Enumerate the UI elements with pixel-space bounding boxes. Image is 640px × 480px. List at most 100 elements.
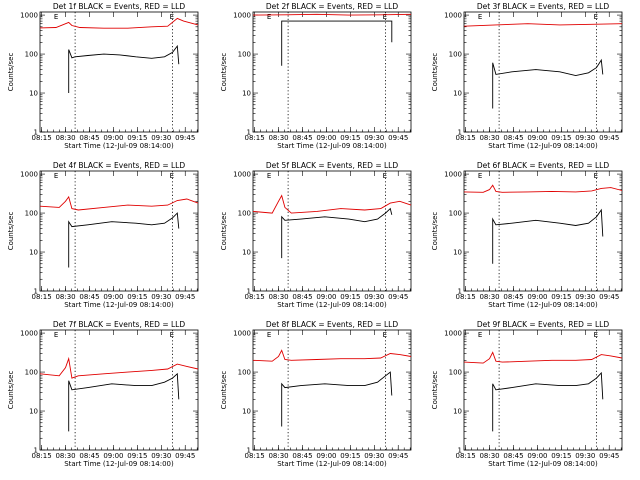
x-tick-label: 08:15	[245, 293, 265, 301]
x-axis-label: Start Time (12-Jul-09 08:14:00)	[488, 460, 598, 468]
detector-chart-3: Det 3f BLACK = Events, RED = LLD 1 10 100 10…	[431, 2, 623, 150]
x-tick-label: 09:30	[575, 293, 595, 301]
interval-marker-label: E	[54, 13, 58, 21]
events-series-line	[281, 371, 393, 427]
x-tick-label: 08:30	[479, 293, 499, 301]
events-series-line	[492, 208, 604, 264]
lld-series-line	[39, 356, 199, 379]
detector-chart-5: Det 5f BLACK = Events, RED = LLD 1 10 100 10…	[220, 161, 412, 309]
x-tick-label: 09:00	[527, 134, 547, 142]
interval-marker-label: E	[478, 172, 482, 180]
y-axis-label: Counts/sec	[7, 212, 15, 251]
y-tick-label: 100	[449, 210, 462, 218]
y-tick-label: 10	[453, 90, 462, 98]
lld-series-line	[39, 195, 199, 211]
y-tick-label: 1000	[444, 12, 462, 20]
y-tick-label: 1	[458, 288, 462, 296]
x-tick-label: 09:30	[364, 452, 384, 460]
y-axis-label: Counts/sec	[7, 53, 15, 92]
detector-chart-7: Det 7f BLACK = Events, RED = LLD 1 10 100 10…	[7, 320, 199, 468]
y-tick-label: 10	[242, 249, 251, 257]
y-axis-label: Counts/sec	[220, 371, 228, 410]
detector-chart-9: Det 9f BLACK = Events, RED = LLD 1 10 100 10…	[431, 320, 623, 468]
y-tick-label: 10	[242, 408, 251, 416]
x-tick-label: 09:45	[175, 134, 195, 142]
x-tick-label: 09:00	[103, 293, 123, 301]
y-axis-label: Counts/sec	[431, 53, 439, 92]
interval-marker-label: E	[267, 13, 271, 21]
y-axis-label: Counts/sec	[431, 212, 439, 251]
interval-marker-label: E	[170, 13, 174, 21]
plot-frame	[463, 170, 623, 292]
x-tick-label: 08:15	[456, 452, 476, 460]
lld-series-line	[463, 23, 623, 27]
events-series-line	[68, 372, 180, 432]
y-tick-label: 100	[25, 51, 38, 59]
y-tick-label: 10	[453, 408, 462, 416]
y-axis-label: Counts/sec	[220, 53, 228, 92]
x-axis-label: Start Time (12-Jul-09 08:14:00)	[277, 460, 387, 468]
y-tick-label: 100	[25, 369, 38, 377]
x-tick-label: 09:30	[151, 293, 171, 301]
x-tick-label: 08:15	[245, 134, 265, 142]
x-tick-label: 08:45	[292, 452, 312, 460]
chart-title: Det 5f BLACK = Events, RED = LLD	[266, 161, 399, 170]
x-tick-label: 08:15	[32, 293, 52, 301]
y-tick-label: 1000	[233, 12, 251, 20]
chart-title: Det 8f BLACK = Events, RED = LLD	[266, 320, 399, 329]
x-tick-label: 09:45	[599, 134, 619, 142]
interval-marker-label: E	[383, 331, 387, 339]
y-tick-label: 1000	[233, 330, 251, 338]
y-tick-label: 1000	[20, 12, 38, 20]
interval-marker-label: E	[54, 331, 58, 339]
chart-title: Det 1f BLACK = Events, RED = LLD	[53, 2, 186, 11]
plot-frame	[463, 329, 623, 451]
events-series-line	[68, 212, 180, 268]
lld-series-line	[463, 351, 623, 364]
x-tick-label: 09:15	[127, 293, 147, 301]
y-tick-label: 1	[34, 288, 38, 296]
x-tick-label: 09:45	[388, 293, 408, 301]
y-tick-label: 1000	[444, 330, 462, 338]
lld-series-line	[252, 13, 412, 16]
x-tick-label: 09:30	[364, 293, 384, 301]
plot-frame	[39, 329, 199, 451]
x-tick-label: 09:45	[388, 134, 408, 142]
x-tick-label: 08:45	[79, 293, 99, 301]
x-tick-label: 09:15	[551, 452, 571, 460]
y-tick-label: 10	[29, 249, 38, 257]
x-tick-label: 08:30	[268, 134, 288, 142]
x-tick-label: 09:30	[575, 134, 595, 142]
interval-marker-label: E	[170, 172, 174, 180]
x-tick-label: 09:00	[527, 452, 547, 460]
interval-marker-label: E	[267, 172, 271, 180]
x-tick-label: 09:15	[340, 293, 360, 301]
x-tick-label: 09:15	[127, 134, 147, 142]
events-series-line	[281, 20, 393, 66]
x-tick-label: 09:00	[316, 293, 336, 301]
x-tick-label: 08:45	[503, 293, 523, 301]
x-axis-label: Start Time (12-Jul-09 08:14:00)	[64, 301, 174, 309]
x-tick-label: 08:45	[503, 452, 523, 460]
events-series-line	[492, 58, 604, 109]
chart-title: Det 6f BLACK = Events, RED = LLD	[477, 161, 610, 170]
lld-series-line	[39, 17, 199, 29]
x-tick-label: 09:45	[175, 452, 195, 460]
x-tick-label: 09:30	[575, 452, 595, 460]
y-tick-label: 100	[449, 51, 462, 59]
y-tick-label: 1	[458, 447, 462, 455]
y-tick-label: 100	[449, 369, 462, 377]
x-tick-label: 09:00	[103, 452, 123, 460]
x-tick-label: 09:15	[340, 134, 360, 142]
y-axis-label: Counts/sec	[431, 371, 439, 410]
y-tick-label: 100	[25, 210, 38, 218]
x-tick-label: 08:45	[79, 134, 99, 142]
x-tick-label: 09:15	[340, 452, 360, 460]
interval-marker-label: E	[594, 13, 598, 21]
y-tick-label: 10	[29, 90, 38, 98]
x-tick-label: 08:45	[292, 134, 312, 142]
y-tick-label: 1000	[20, 330, 38, 338]
chart-title: Det 7f BLACK = Events, RED = LLD	[53, 320, 186, 329]
x-tick-label: 09:15	[127, 452, 147, 460]
